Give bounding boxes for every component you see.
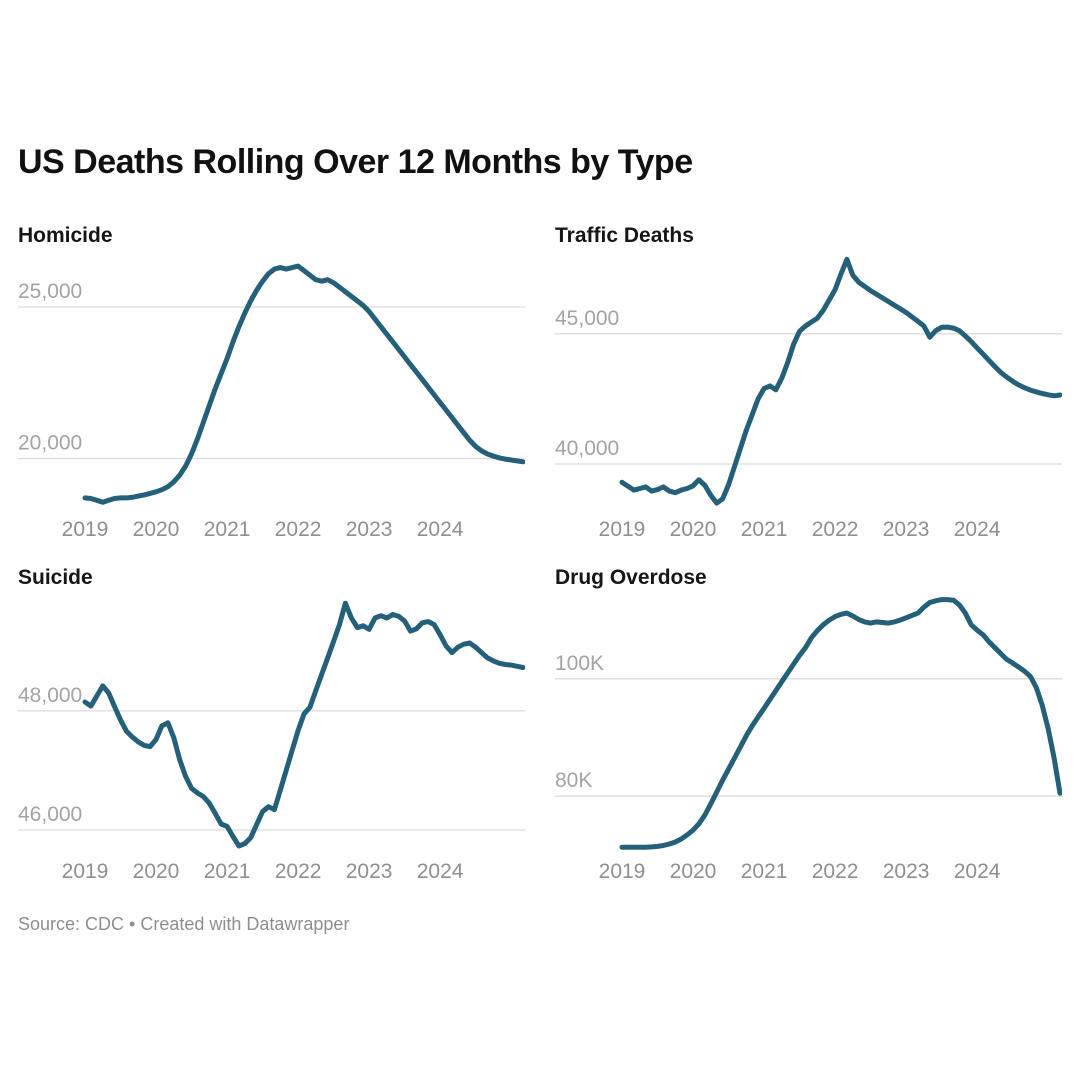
x-axis-label: 2021 xyxy=(741,860,788,883)
y-axis-label: 100K xyxy=(555,652,604,675)
line-chart-svg: 25,000 20,000 2019 2020 2021 2022 2023 2024 xyxy=(18,263,526,541)
chart-title-homicide: Homicide xyxy=(18,224,113,247)
suicide-chart-plot: 48,000 46,000 2019 2020 2021 2022 2023 2024 xyxy=(18,594,526,886)
x-axis-label: 2022 xyxy=(275,518,322,541)
source-attribution: Source: CDC • Created with Datawrapper xyxy=(18,914,350,934)
x-axis-label: 2022 xyxy=(812,860,859,883)
data-line xyxy=(619,256,1063,506)
homicide-chart-plot: 25,000 20,000 2019 2020 2021 2022 2023 2024 xyxy=(18,252,526,544)
y-axis-label: 25,000 xyxy=(18,280,82,303)
y-axis-label: 46,000 xyxy=(18,803,82,826)
y-axis-label: 80K xyxy=(555,769,592,792)
chart-title-suicide: Suicide xyxy=(18,566,93,589)
x-axis-label: 2024 xyxy=(417,518,464,541)
x-axis-label: 2021 xyxy=(204,518,251,541)
chart-title-drug-overdose: Drug Overdose xyxy=(555,566,707,589)
x-axis-label: 2024 xyxy=(954,860,1001,883)
suicide-chart-card: Suicide 48,000 46,000 2019 2020 2021 2022 2023… xyxy=(18,566,526,886)
charts-grid: Homicide 25,000 20,000 2019 2020 2021 2022 202… xyxy=(18,224,1063,886)
y-axis-label: 40,000 xyxy=(555,437,619,460)
x-axis-label: 2021 xyxy=(741,518,788,541)
y-axis-label: 48,000 xyxy=(18,684,82,707)
x-axis-label: 2020 xyxy=(670,518,717,541)
x-axis-label: 2024 xyxy=(954,518,1001,541)
data-line xyxy=(82,600,526,849)
chart-figure: US Deaths Rolling Over 12 Months by Type… xyxy=(18,143,1063,934)
x-axis-label: 2024 xyxy=(417,860,464,883)
page-title: US Deaths Rolling Over 12 Months by Type xyxy=(18,143,693,181)
line-chart-svg: 45,000 40,000 2019 2020 2021 2022 2023 2024 xyxy=(555,256,1063,541)
x-axis-label: 2023 xyxy=(883,518,930,541)
x-axis-label: 2020 xyxy=(670,860,717,883)
y-axis-label: 20,000 xyxy=(18,432,82,455)
line-chart-svg: 48,000 46,000 2019 2020 2021 2022 2023 2024 xyxy=(18,600,526,883)
x-axis-label: 2023 xyxy=(346,518,393,541)
x-axis-label: 2022 xyxy=(812,518,859,541)
drug-overdose-chart-plot: 100K 80K 2019 2020 2021 2022 2023 2024 xyxy=(555,594,1063,886)
data-line xyxy=(82,263,526,505)
homicide-chart-card: Homicide 25,000 20,000 2019 2020 2021 2022 202… xyxy=(18,224,526,544)
x-axis-label: 2022 xyxy=(275,860,322,883)
x-axis-label: 2020 xyxy=(133,860,180,883)
x-axis-label: 2023 xyxy=(346,860,393,883)
x-axis-label: 2019 xyxy=(599,860,646,883)
chart-title-traffic-deaths: Traffic Deaths xyxy=(555,224,694,247)
drug-overdose-chart-card: Drug Overdose 100K 80K 2019 2020 2021 2022 202… xyxy=(555,566,1063,886)
x-axis-label: 2019 xyxy=(599,518,646,541)
x-axis-label: 2019 xyxy=(62,518,109,541)
traffic-deaths-chart-plot: 45,000 40,000 2019 2020 2021 2022 2023 2024 xyxy=(555,252,1063,544)
x-axis-label: 2021 xyxy=(204,860,251,883)
x-axis-label: 2019 xyxy=(62,860,109,883)
traffic-deaths-chart-card: Traffic Deaths 45,000 40,000 2019 2020 2021 2… xyxy=(555,224,1063,544)
data-line xyxy=(619,597,1063,850)
line-chart-svg: 100K 80K 2019 2020 2021 2022 2023 2024 xyxy=(555,597,1063,883)
x-axis-label: 2020 xyxy=(133,518,180,541)
y-axis-label: 45,000 xyxy=(555,307,619,330)
x-axis-label: 2023 xyxy=(883,860,930,883)
